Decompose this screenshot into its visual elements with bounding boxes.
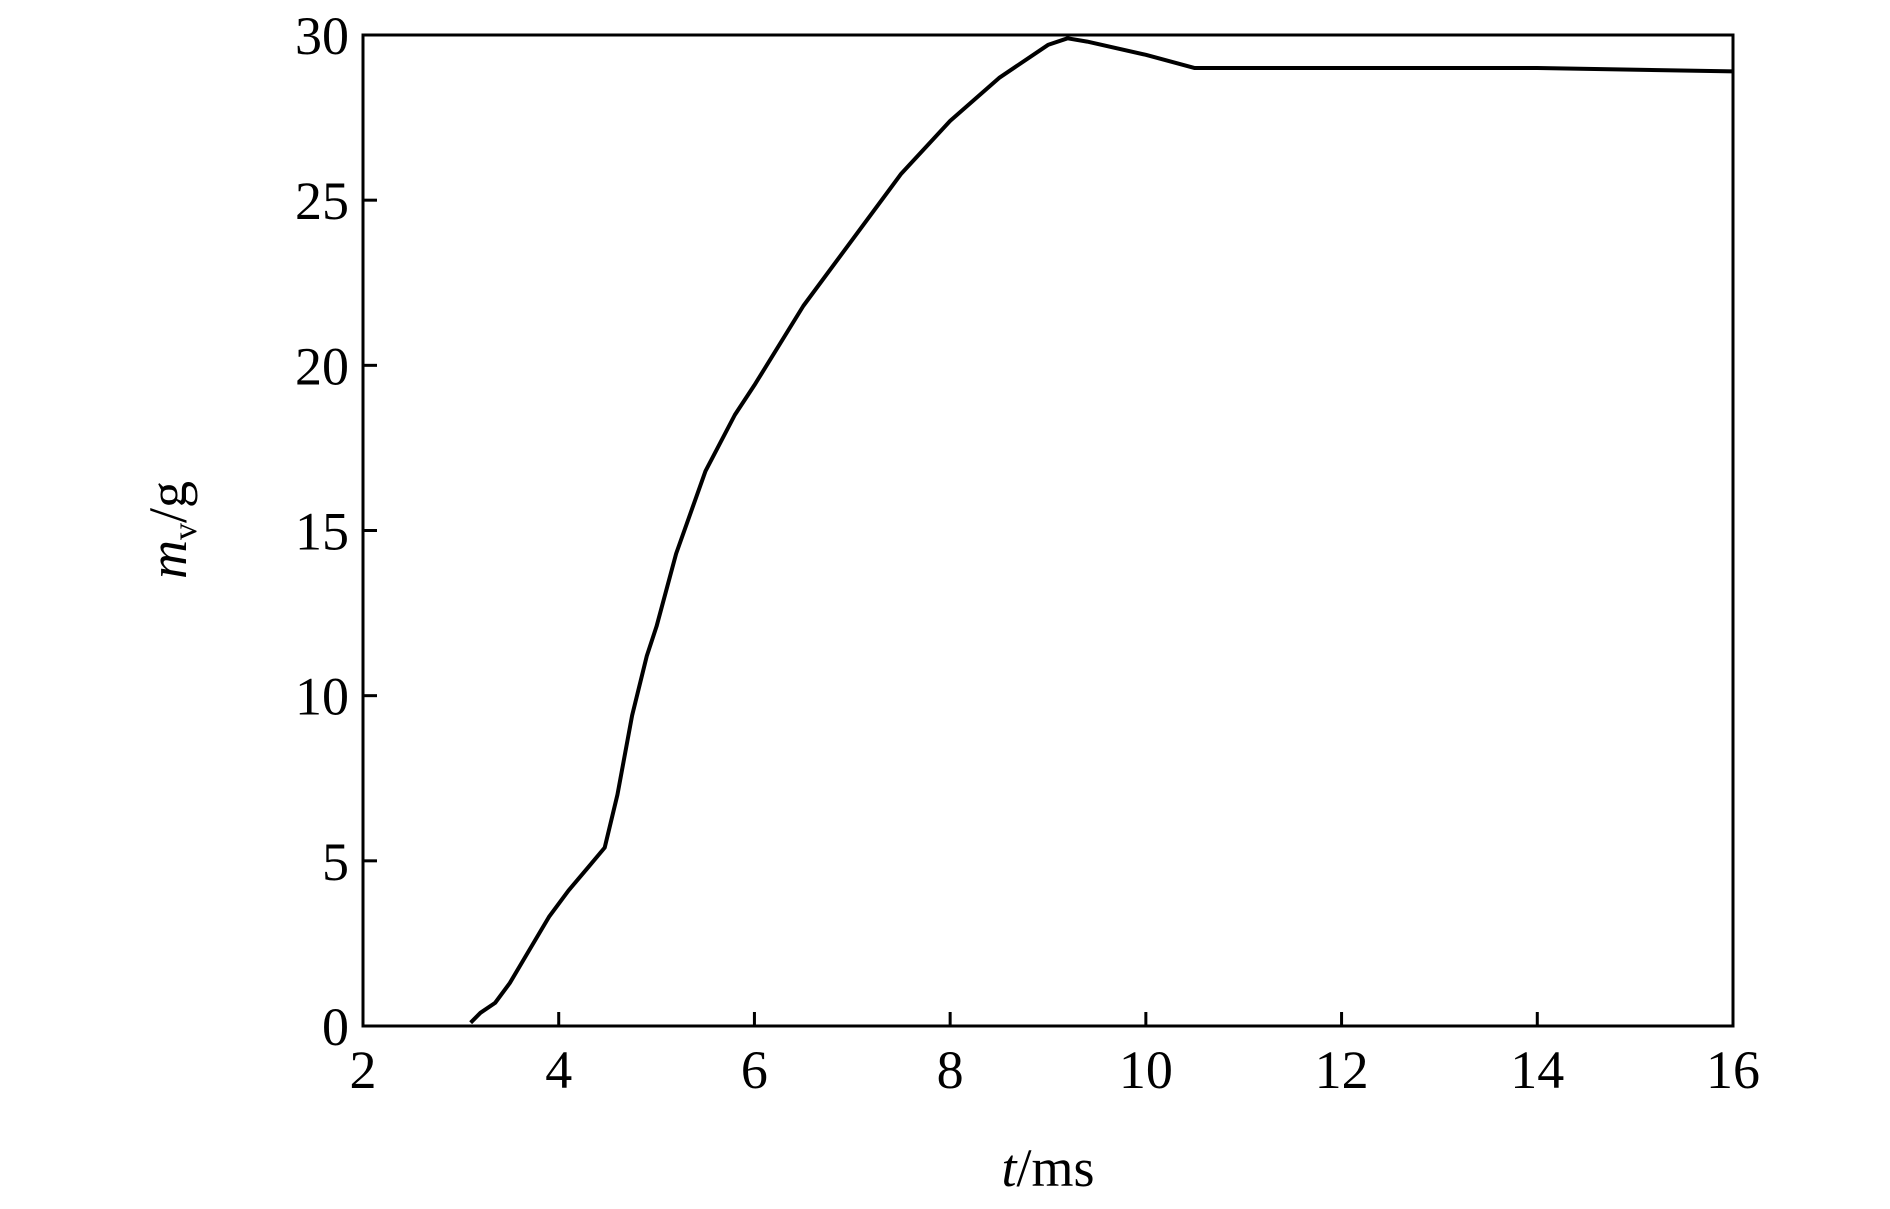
- x-tick-label: 2: [350, 1040, 377, 1100]
- x-tick-label: 8: [937, 1040, 964, 1100]
- data-line: [469, 36, 1734, 1025]
- y-tick-label: 0: [322, 997, 349, 1057]
- x-tick-label: 6: [741, 1040, 768, 1100]
- x-label-symbol: t: [1001, 1138, 1018, 1198]
- x-tick-label: 10: [1119, 1040, 1173, 1100]
- y-label-subscript: v: [167, 523, 204, 540]
- y-tick-label: 10: [295, 667, 349, 727]
- y-tick-label: 25: [295, 171, 349, 231]
- x-label-unit: /ms: [1016, 1138, 1094, 1198]
- x-tick-label: 16: [1706, 1040, 1760, 1100]
- y-tick-label: 20: [295, 336, 349, 396]
- y-tick-label: 30: [295, 6, 349, 66]
- y-label-symbol: m: [138, 540, 198, 579]
- x-tick-label: 12: [1315, 1040, 1369, 1100]
- x-tick-label: 14: [1510, 1040, 1564, 1100]
- x-axis-label: t/ms: [1001, 1138, 1094, 1198]
- x-tick-label: 4: [545, 1040, 572, 1100]
- y-tick-label: 15: [295, 502, 349, 562]
- y-axis-label: mv/g: [138, 481, 204, 579]
- y-label-unit: /g: [138, 481, 198, 523]
- y-tick-label: 5: [322, 832, 349, 892]
